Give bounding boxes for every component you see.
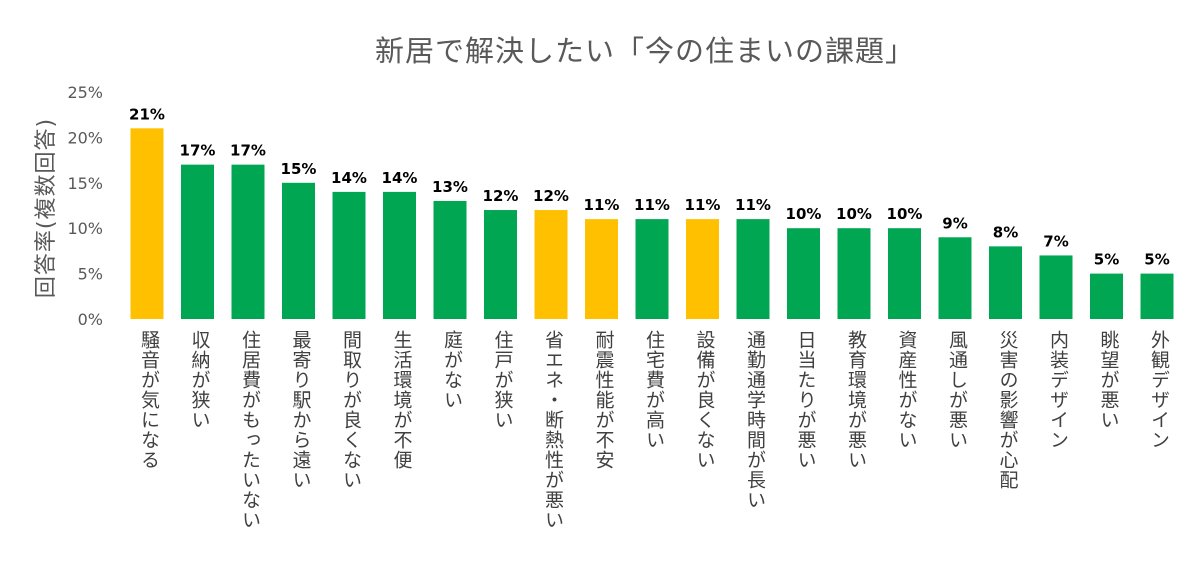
bar [231, 164, 265, 319]
data-label: 11% [634, 196, 670, 214]
x-tick-label: 災害の影響が心配 [996, 330, 1019, 490]
bar [1140, 273, 1174, 319]
data-label: 11% [685, 196, 721, 214]
chart-title: 新居で解決したい「今の住まいの課題」 [374, 34, 915, 68]
data-label: 12% [533, 187, 569, 205]
bar [1039, 255, 1073, 319]
bar [686, 219, 719, 319]
bar [383, 191, 416, 319]
data-label: 9% [942, 214, 967, 232]
data-label: 8% [993, 223, 1018, 241]
data-label: 7% [1043, 232, 1068, 250]
x-tick-label: 日当たりが悪い [794, 330, 817, 470]
x-tick-label: 庭がない [441, 330, 463, 410]
bar [787, 228, 820, 319]
bar [181, 164, 214, 319]
data-label: 13% [432, 178, 468, 196]
x-tick-label: 住居費がもったいない [239, 330, 261, 530]
data-label: 10% [786, 205, 822, 223]
data-label: 17% [230, 142, 266, 160]
data-label: 11% [735, 196, 771, 214]
bar [484, 210, 517, 319]
bar [989, 246, 1022, 319]
y-tick-label: 15% [67, 174, 103, 193]
data-label: 10% [887, 205, 923, 223]
x-tick-label: 風通しが悪い [946, 330, 968, 450]
x-tick-label: 最寄り駅から遠い [289, 330, 312, 490]
x-tick-label: 外観デザイン [1148, 330, 1170, 450]
x-tick-label: 教育環境が悪い [845, 330, 867, 470]
bar [130, 128, 164, 319]
data-label: 12% [483, 187, 519, 205]
x-tick-label: 間取りが良くない [340, 330, 362, 490]
x-tick-label: 耐震性能が不安 [592, 330, 615, 470]
data-label: 14% [331, 169, 367, 187]
y-tick-label: 25% [67, 83, 103, 102]
x-tick-label: 通勤通学時間が長い [744, 330, 766, 510]
y-tick-label: 10% [67, 219, 103, 238]
bar [433, 200, 467, 319]
x-tick-label: 眺望が悪い [1097, 330, 1120, 430]
data-label: 14% [382, 169, 418, 187]
bar [837, 228, 871, 319]
y-tick-label: 5% [78, 265, 103, 284]
data-label: 11% [584, 196, 620, 214]
x-tick-label: 設備が良くない [693, 330, 716, 470]
x-tick-label: 資産性がない [895, 330, 918, 450]
x-tick-label: 省エネ・断熱性が悪い [542, 330, 564, 530]
data-label: 10% [836, 205, 872, 223]
x-tick-label: 住戸が狭い [491, 330, 514, 430]
bar [1090, 273, 1123, 319]
data-label: 21% [129, 105, 165, 123]
x-tick-label: 収納が狭い [188, 330, 211, 430]
bar [635, 219, 669, 319]
bar [736, 219, 770, 319]
bar [938, 237, 972, 319]
x-tick-label: 生活環境が不便 [390, 330, 413, 470]
bar [534, 210, 568, 319]
bar [585, 219, 618, 319]
y-tick-label: 0% [78, 310, 103, 329]
x-tick-label: 騒音が気になる [138, 330, 160, 470]
bar [888, 228, 921, 319]
data-label: 5% [1144, 251, 1169, 269]
bar [332, 191, 366, 319]
x-tick-label: 住宅費が高い [643, 330, 665, 450]
data-label: 5% [1094, 251, 1119, 269]
y-tick-label: 20% [67, 128, 103, 147]
x-tick-label: 内装デザイン [1047, 330, 1069, 450]
bar [282, 182, 315, 319]
data-label: 15% [281, 160, 317, 178]
data-label: 17% [180, 142, 216, 160]
